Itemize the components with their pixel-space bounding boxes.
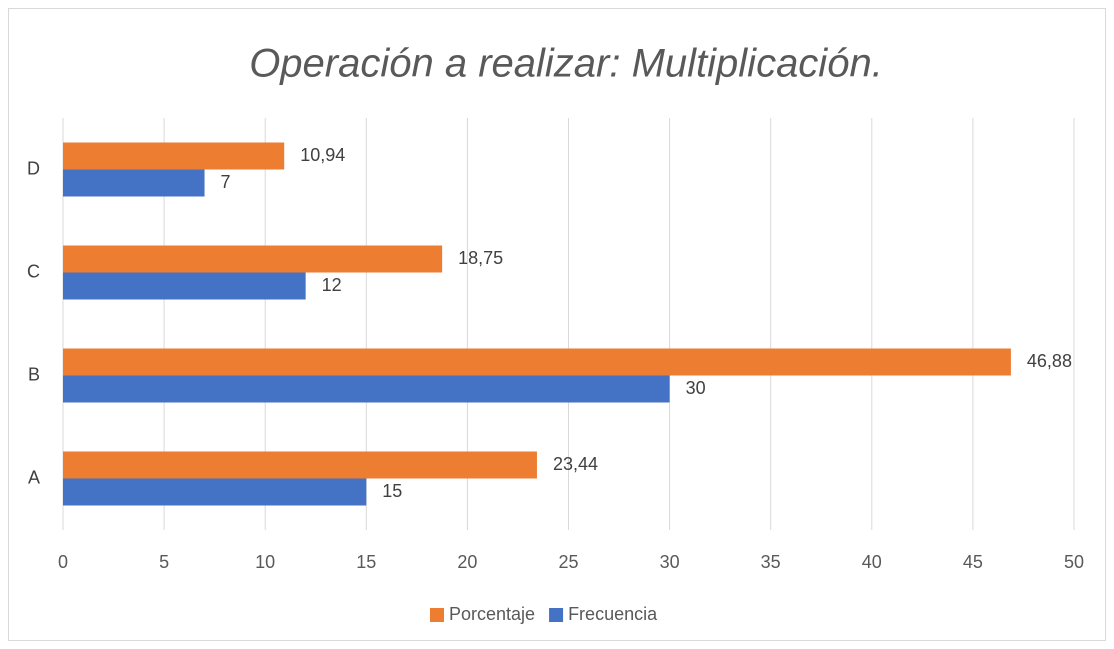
x-tick-label: 30 <box>660 552 680 572</box>
legend-label: Frecuencia <box>568 604 658 624</box>
data-label: 18,75 <box>458 248 503 268</box>
legend-label: Porcentaje <box>449 604 535 624</box>
x-tick-label: 25 <box>558 552 578 572</box>
x-tick-label: 10 <box>255 552 275 572</box>
bar <box>63 169 205 197</box>
x-tick-label: 35 <box>761 552 781 572</box>
legend-swatch <box>430 608 444 622</box>
y-tick-label: C <box>27 261 40 281</box>
x-tick-label: 15 <box>356 552 376 572</box>
bar <box>63 451 537 479</box>
data-label: 23,44 <box>553 454 598 474</box>
y-tick-label: B <box>28 364 40 384</box>
x-tick-label: 0 <box>58 552 68 572</box>
bar <box>63 272 306 300</box>
bar <box>63 245 443 273</box>
data-label: 46,88 <box>1027 351 1072 371</box>
data-label: 10,94 <box>300 145 345 165</box>
x-tick-label: 20 <box>457 552 477 572</box>
legend-swatch <box>549 608 564 622</box>
bar <box>63 375 670 403</box>
bar <box>63 348 1011 376</box>
y-tick-label: A <box>28 467 40 487</box>
x-tick-label: 45 <box>963 552 983 572</box>
chart-border <box>8 8 1106 641</box>
x-tick-label: 50 <box>1064 552 1084 572</box>
x-tick-label: 5 <box>159 552 169 572</box>
data-label: 15 <box>382 481 402 501</box>
data-label: 30 <box>686 378 706 398</box>
y-tick-label: D <box>27 158 40 178</box>
data-label: 12 <box>322 275 342 295</box>
chart-title: Operación a realizar: Multiplicación. <box>249 42 883 86</box>
x-tick-label: 40 <box>862 552 882 572</box>
bar <box>63 142 285 170</box>
bar <box>63 478 367 506</box>
data-label: 7 <box>221 172 231 192</box>
